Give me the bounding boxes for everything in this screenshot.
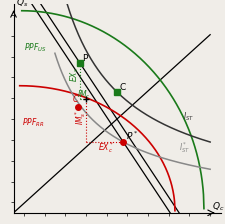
Text: $EX_c^*$: $EX_c^*$ [98, 140, 115, 155]
Text: $P^*$: $P^*$ [126, 129, 138, 142]
Text: $Q_s$: $Q_s$ [16, 0, 28, 9]
Text: $IM_s^*$: $IM_s^*$ [74, 110, 88, 125]
Text: $I_{ST}^*$: $I_{ST}^*$ [179, 140, 190, 155]
Text: $Q_c$: $Q_c$ [212, 201, 225, 213]
Text: C: C [119, 83, 126, 92]
Text: $I_{ST}$: $I_{ST}$ [183, 110, 195, 123]
Text: $EX_s$: $EX_s$ [68, 68, 81, 82]
Text: P: P [82, 54, 88, 63]
Text: $C^*$: $C^*$ [72, 93, 84, 106]
Text: $PPF_{RR}$: $PPF_{RR}$ [22, 116, 44, 129]
Text: $IM_c$: $IM_c$ [77, 88, 90, 101]
Text: $PPF_{US}$: $PPF_{US}$ [24, 41, 47, 54]
